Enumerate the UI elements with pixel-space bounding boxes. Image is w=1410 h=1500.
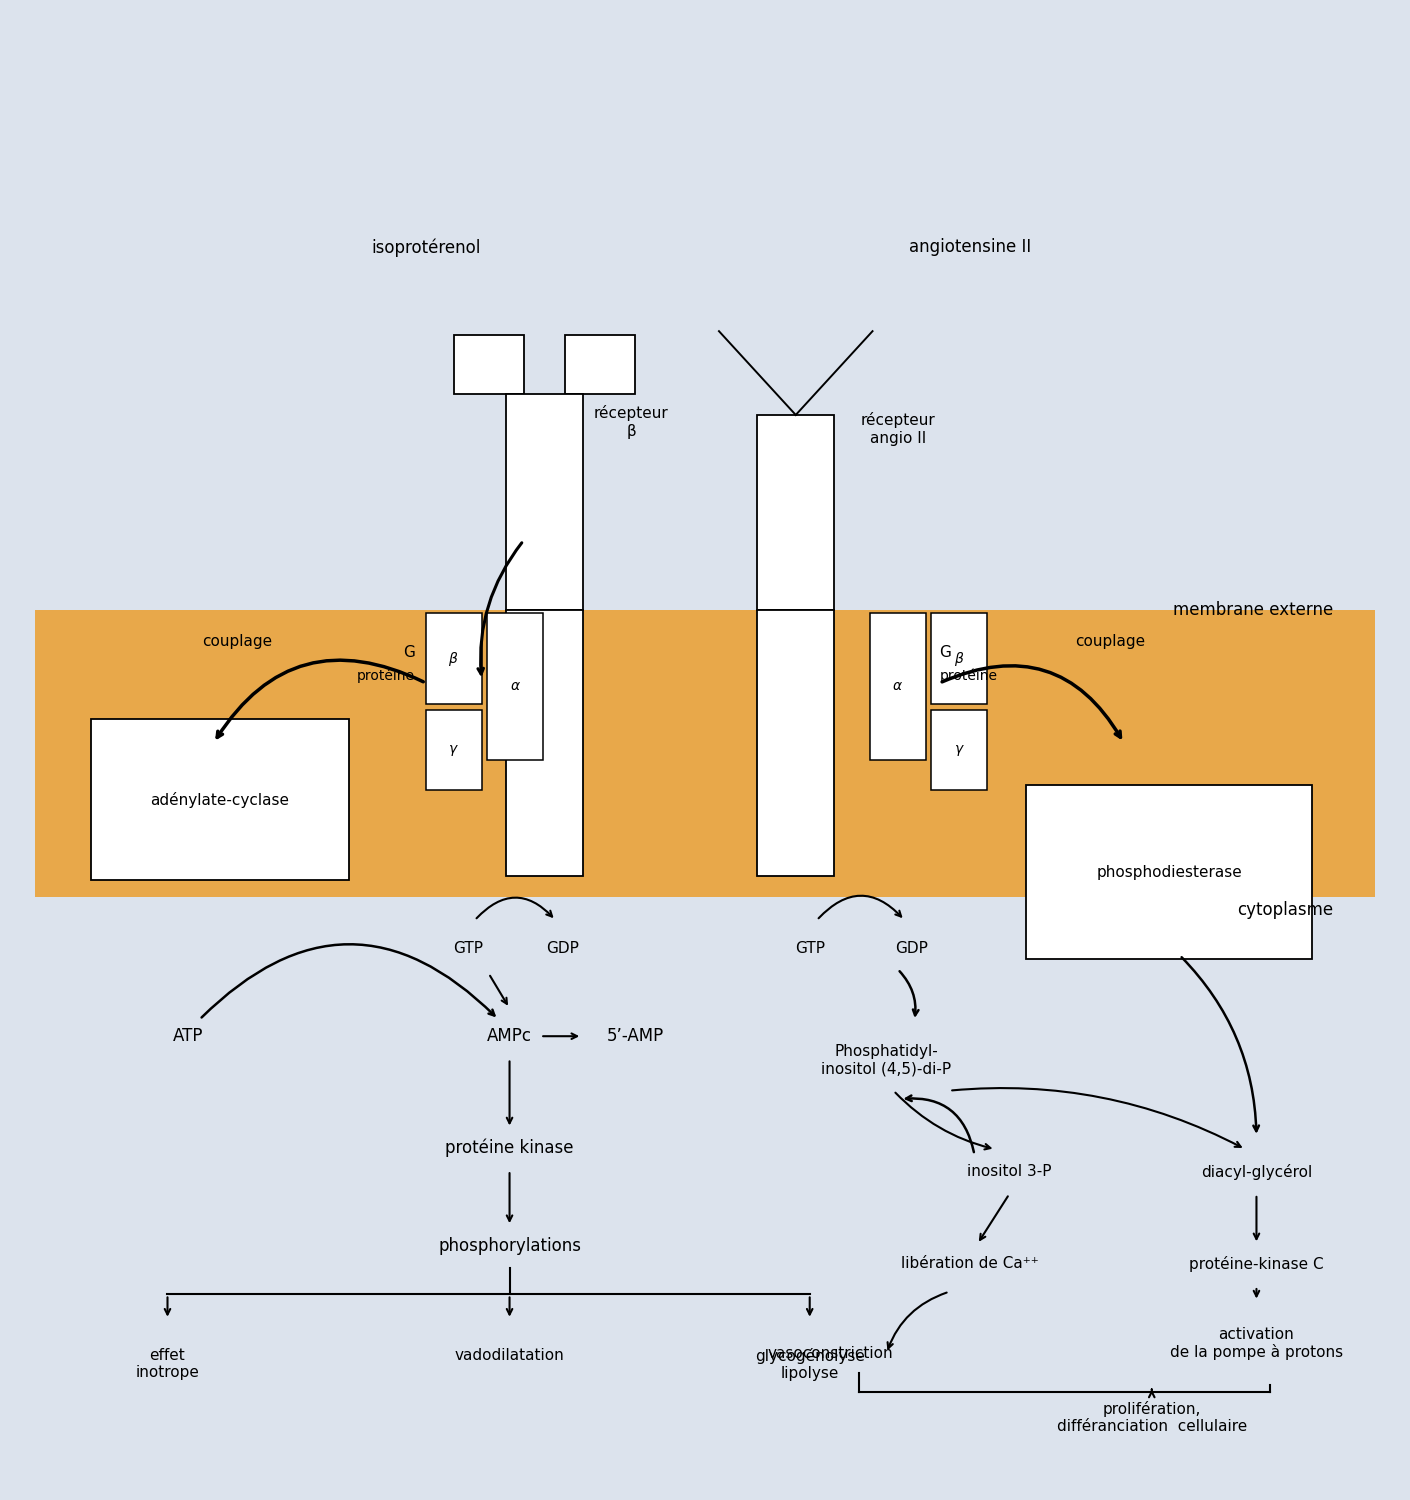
Text: $\gamma$: $\gamma$ (953, 742, 964, 758)
Text: $\gamma$: $\gamma$ (448, 742, 460, 758)
Text: $\alpha$: $\alpha$ (509, 680, 520, 693)
Bar (1026, 784, 1313, 960)
Text: G: G (403, 645, 415, 660)
Bar (506, 610, 582, 876)
Text: protéine: protéine (939, 669, 997, 684)
Bar (488, 614, 543, 760)
Text: GDP: GDP (546, 940, 580, 956)
Text: libération de Ca⁺⁺: libération de Ca⁺⁺ (901, 1257, 1039, 1272)
Text: $\beta$: $\beta$ (448, 650, 458, 668)
Text: protéine-kinase C: protéine-kinase C (1189, 1256, 1324, 1272)
Bar (454, 336, 523, 394)
Text: prolifération,
différanciation  cellulaire: prolifération, différanciation cellulair… (1056, 1401, 1246, 1434)
Bar (931, 614, 987, 704)
Text: $\beta$: $\beta$ (955, 650, 964, 668)
Bar (931, 710, 987, 791)
Bar (565, 336, 635, 394)
Bar (757, 416, 835, 610)
Text: glycogénolyse
lipolyse: glycogénolyse lipolyse (754, 1347, 864, 1382)
Text: récepteur
β: récepteur β (594, 405, 668, 438)
Text: récepteur
angio II: récepteur angio II (860, 413, 935, 446)
Bar (426, 614, 482, 704)
Text: couplage: couplage (202, 633, 272, 648)
Bar (90, 720, 350, 880)
Text: AMPc: AMPc (486, 1028, 532, 1045)
Text: phosphorylations: phosphorylations (439, 1236, 581, 1254)
Bar (35, 610, 1375, 897)
Text: GTP: GTP (795, 940, 825, 956)
Text: protéine kinase: protéine kinase (446, 1138, 574, 1156)
Text: angiotensine II: angiotensine II (909, 238, 1031, 256)
Text: diacyl-glycérol: diacyl-glycérol (1201, 1164, 1313, 1179)
Bar (426, 710, 482, 791)
Text: activation
de la pompe à protons: activation de la pompe à protons (1170, 1326, 1344, 1360)
Text: 5’-AMP: 5’-AMP (606, 1028, 664, 1045)
Text: $\alpha$: $\alpha$ (893, 680, 904, 693)
Text: adénylate-cyclase: adénylate-cyclase (151, 792, 289, 807)
Text: GDP: GDP (895, 940, 928, 956)
Text: ATP: ATP (173, 1028, 203, 1045)
Text: G: G (939, 645, 952, 660)
Bar (506, 394, 582, 610)
Text: phosphodiesterase: phosphodiesterase (1097, 864, 1242, 879)
Text: protéine: protéine (357, 669, 415, 684)
Text: GTP: GTP (453, 940, 482, 956)
Text: membrane externe: membrane externe (1173, 602, 1334, 619)
Text: vasoconstriction: vasoconstriction (768, 1346, 894, 1360)
Text: inositol 3-P: inositol 3-P (967, 1164, 1052, 1179)
Text: isoprotérenol: isoprotérenol (371, 238, 481, 256)
Text: vadodilatation: vadodilatation (454, 1347, 564, 1362)
Text: effet
inotrope: effet inotrope (135, 1347, 199, 1380)
Text: couplage: couplage (1074, 633, 1145, 648)
Bar (870, 614, 925, 760)
Text: cytoplasme: cytoplasme (1237, 902, 1334, 920)
Text: Phosphatidyl-
inositol (4,5)-di-P: Phosphatidyl- inositol (4,5)-di-P (822, 1044, 952, 1076)
Bar (757, 610, 835, 876)
